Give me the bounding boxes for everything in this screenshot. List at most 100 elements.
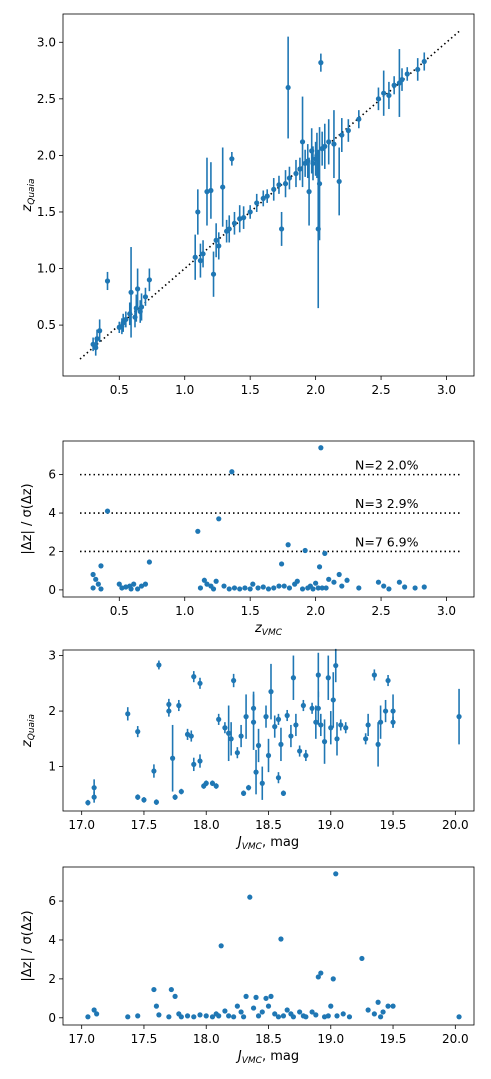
data-point — [231, 677, 237, 684]
data-point — [243, 714, 249, 720]
data-point — [456, 714, 462, 720]
data-point — [315, 672, 321, 678]
data-point — [356, 116, 362, 122]
data-point — [176, 702, 182, 709]
data-point — [243, 993, 249, 999]
data-point — [250, 1005, 257, 1011]
data-point — [322, 550, 328, 556]
data-point — [290, 1014, 297, 1020]
data-point — [325, 1013, 331, 1019]
data-point — [276, 182, 282, 188]
y-tick-label: 2.0 — [37, 148, 56, 162]
data-point — [192, 254, 198, 260]
data-point — [268, 689, 274, 695]
y-tick-label: 2 — [48, 972, 56, 986]
data-point — [253, 769, 259, 775]
data-point — [286, 175, 293, 181]
x-tick-label: 1.5 — [241, 383, 260, 397]
data-point — [142, 581, 149, 587]
y-tick-label: 2.5 — [37, 92, 56, 106]
data-point — [98, 586, 104, 592]
data-point — [260, 195, 266, 201]
data-point — [216, 716, 222, 722]
data-point — [226, 730, 232, 736]
data-point — [303, 752, 309, 759]
data-point — [104, 508, 111, 514]
data-point — [255, 742, 262, 749]
data-point — [385, 1003, 391, 1009]
data-point — [265, 752, 272, 759]
data-point — [213, 578, 219, 584]
data-point — [138, 304, 145, 310]
data-point — [204, 581, 210, 587]
y-tick-label: 0 — [48, 583, 56, 597]
x-tick-label: 19.5 — [380, 1032, 407, 1046]
data-point — [371, 1011, 377, 1017]
data-point — [315, 585, 321, 591]
data-point — [91, 794, 97, 800]
data-point — [168, 986, 174, 993]
data-point — [302, 547, 308, 554]
data-point — [172, 993, 178, 999]
data-point — [116, 581, 122, 587]
data-point — [240, 790, 247, 796]
data-point — [268, 993, 274, 999]
data-point — [297, 748, 303, 754]
data-point — [375, 579, 382, 585]
data-point — [195, 209, 201, 215]
data-point — [271, 585, 277, 591]
data-point — [380, 1009, 386, 1015]
data-point — [381, 90, 387, 96]
data-point — [138, 583, 145, 589]
data-point — [153, 799, 160, 805]
data-point — [334, 1013, 340, 1019]
data-point — [228, 736, 234, 742]
data-point — [216, 516, 222, 522]
threshold-label: N=3 2.9% — [355, 496, 419, 511]
data-point — [135, 286, 141, 292]
data-point — [275, 716, 282, 722]
data-point — [297, 1009, 303, 1015]
data-point — [247, 894, 253, 900]
data-point — [264, 193, 270, 199]
data-point — [197, 258, 204, 264]
y-tick-label: 1.0 — [37, 262, 56, 276]
data-point — [391, 82, 397, 88]
x-tick-label: 1.0 — [175, 383, 194, 397]
x-tick-label: 3.0 — [437, 604, 456, 618]
data-point — [309, 705, 315, 711]
data-point — [229, 469, 235, 475]
data-point — [290, 675, 297, 681]
panel-1: 0.5 1.0 1.5 2.0 2.5 3.0 0.5 1.0 1.5 2.0 2.5 3.0 zQua… — [20, 13, 475, 397]
data-point — [343, 725, 349, 731]
data-point — [415, 66, 421, 73]
threshold-label: N=7 6.9% — [355, 534, 419, 549]
data-point — [95, 581, 101, 587]
data-point — [91, 1007, 97, 1013]
data-point — [316, 564, 323, 570]
data-point — [265, 1003, 272, 1009]
data-point — [208, 187, 214, 194]
data-point — [319, 585, 325, 591]
data-point — [222, 725, 228, 731]
data-point — [421, 584, 427, 590]
y-axis-label: |Δz| / σ(Δz) — [20, 910, 35, 981]
data-point — [195, 528, 201, 534]
data-point — [234, 750, 240, 756]
data-point — [203, 780, 209, 786]
x-tick-label: 2.0 — [306, 383, 325, 397]
data-point — [135, 586, 141, 592]
data-point — [278, 936, 284, 942]
plot-frame — [62, 440, 475, 598]
x-tick-label: 19.5 — [380, 818, 407, 832]
x-tick-label: 17.0 — [68, 1032, 95, 1046]
data-point — [197, 680, 203, 686]
data-point — [286, 585, 293, 591]
data-point — [218, 943, 224, 949]
data-point — [197, 585, 204, 591]
data-point — [356, 585, 362, 591]
data-point — [135, 1013, 141, 1019]
data-point — [85, 1014, 91, 1020]
data-point — [213, 783, 219, 789]
